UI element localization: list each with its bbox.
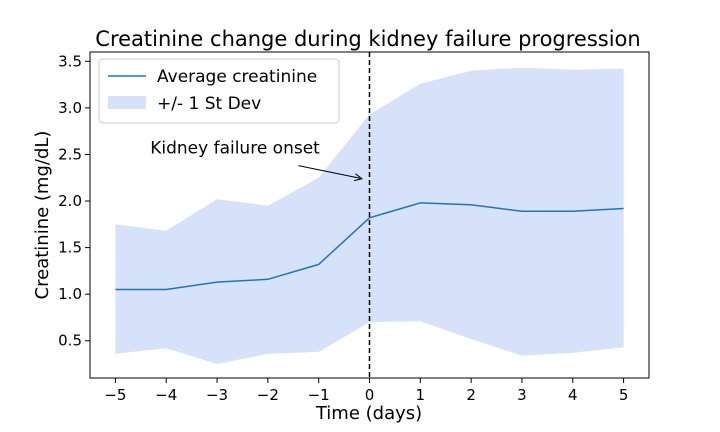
x-tick-label: −4 <box>155 386 177 404</box>
chart-title: Creatinine change during kidney failure … <box>95 27 640 51</box>
y-tick-label: 2.5 <box>58 145 82 163</box>
annotation-arrow <box>298 165 362 180</box>
annotation-text: Kidney failure onset <box>150 139 320 159</box>
y-tick-label: 2.0 <box>58 192 82 210</box>
x-tick-label: −3 <box>206 386 228 404</box>
x-axis-label: Time (days) <box>315 403 422 424</box>
y-tick-label: 1.0 <box>58 285 82 303</box>
y-axis: 0.5 1.0 1.5 2.0 2.5 3.0 3.5 <box>58 52 90 350</box>
x-tick-label: 3 <box>517 386 527 404</box>
series-line-average <box>115 202 624 291</box>
y-tick-label: 1.5 <box>58 239 82 257</box>
x-tick-label: 2 <box>466 386 476 404</box>
y-axis-label: Creatinine (mg/dL) <box>32 131 53 300</box>
annotation: Kidney failure onset <box>150 139 364 182</box>
x-tick-label: 0 <box>365 386 375 404</box>
x-tick-label: −1 <box>308 386 330 404</box>
x-tick-label: −5 <box>104 386 126 404</box>
legend-label-band: +/- 1 St Dev <box>157 94 261 114</box>
legend-band-swatch <box>108 96 146 109</box>
legend: Average creatinine +/- 1 St Dev <box>98 58 340 124</box>
x-axis: −5 −4 −3 −2 −1 0 1 2 3 4 5 <box>104 378 628 404</box>
plot-area <box>115 52 624 378</box>
x-tick-label: 1 <box>416 386 426 404</box>
legend-box <box>98 58 340 124</box>
x-tick-label: 4 <box>568 386 578 404</box>
y-tick-label: 3.5 <box>58 52 82 70</box>
x-tick-label: −2 <box>257 386 279 404</box>
legend-label-average: Average creatinine <box>157 67 317 87</box>
x-tick-label: 5 <box>619 386 629 404</box>
annotation-arrowhead <box>353 173 364 182</box>
y-tick-label: 0.5 <box>58 332 82 350</box>
y-tick-label: 3.0 <box>58 99 82 117</box>
